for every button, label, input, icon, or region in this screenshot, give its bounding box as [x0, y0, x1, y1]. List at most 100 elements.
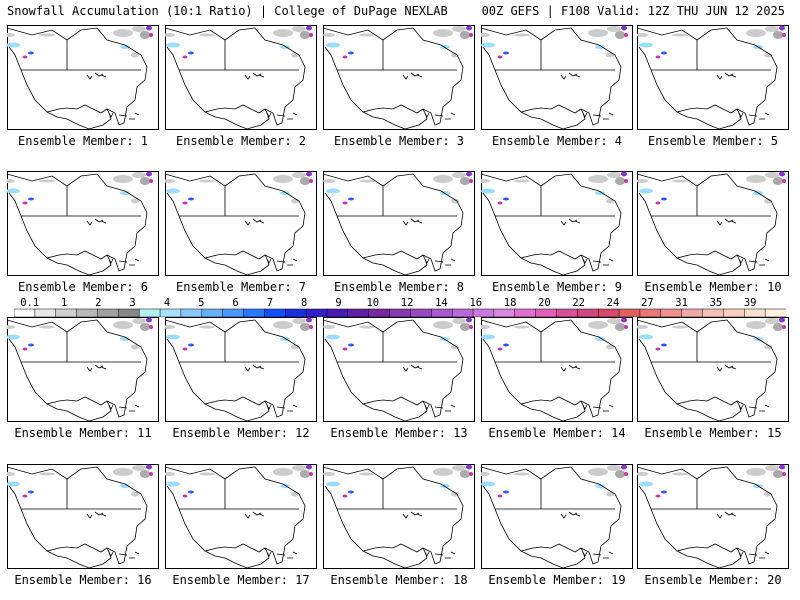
member-label: Ensemble Member: 17 [172, 573, 310, 587]
map-outline [244, 511, 265, 519]
snow-shading [120, 484, 130, 488]
map-outline [495, 479, 615, 510]
snow-shading [7, 472, 15, 476]
snow-shading [639, 481, 653, 487]
legend-color-swatch [326, 308, 349, 317]
legend-color-swatch [597, 308, 620, 317]
legend-tick-label: 6 [232, 297, 239, 309]
snow-shading [28, 343, 34, 347]
member-label: Ensemble Member: 7 [175, 280, 307, 294]
ensemble-member-panel: Ensemble Member: 1 [7, 25, 159, 149]
ensemble-member-panel: Ensemble Member: 5 [637, 25, 789, 149]
snowfall-map [7, 317, 159, 422]
snow-shading [306, 317, 312, 323]
map-outline [422, 254, 430, 264]
map-outline [118, 112, 140, 120]
map-outline [165, 319, 306, 418]
map-outline [323, 173, 464, 272]
snow-shading [300, 323, 310, 331]
map-outline [179, 186, 299, 217]
map-outline [276, 551, 298, 559]
snow-shading [140, 470, 150, 478]
snow-shading [655, 347, 661, 351]
map-outline [402, 511, 423, 519]
snow-shading [773, 177, 783, 185]
snow-shading [306, 25, 312, 31]
map-outline [580, 254, 588, 264]
snow-shading [165, 179, 175, 183]
legend-color-swatch [723, 308, 745, 317]
legend-color-swatch [222, 308, 245, 317]
snow-shading [672, 179, 688, 183]
snow-shading [746, 468, 766, 476]
snow-shading [588, 29, 608, 37]
snow-shading [595, 191, 605, 195]
snow-shading [188, 197, 194, 201]
snow-shading [764, 198, 772, 204]
snow-shading [637, 179, 648, 183]
map-outline [21, 332, 141, 363]
map-outline [481, 27, 622, 126]
snow-shading [323, 33, 335, 37]
snow-shading [637, 472, 648, 476]
ensemble-member-panel: Ensemble Member: 6 [7, 171, 159, 295]
snow-shading [359, 472, 375, 476]
snowfall-map [323, 317, 475, 422]
snow-shading [291, 198, 299, 204]
snowfall-map [637, 317, 789, 422]
map-outline [422, 400, 430, 410]
snowfall-map [7, 171, 159, 276]
snow-shading [291, 52, 299, 58]
snow-shading [309, 33, 313, 37]
snow-shading [481, 472, 490, 476]
map-frame [481, 171, 633, 276]
snow-shading [182, 201, 188, 205]
member-label: Ensemble Member: 1 [17, 134, 149, 148]
map-frame [323, 317, 475, 422]
snow-shading [309, 325, 313, 329]
map-outline [495, 186, 615, 217]
legend-color-swatch [347, 308, 370, 317]
snow-shading [615, 323, 625, 331]
snow-shading [639, 188, 653, 194]
map-outline [46, 111, 112, 130]
snow-shading [273, 29, 293, 37]
map-frame [481, 25, 633, 130]
map-outline [495, 40, 615, 71]
legend-tick-label: 16 [469, 297, 483, 309]
member-label: Ensemble Member: 19 [488, 573, 626, 587]
snow-shading [28, 197, 34, 201]
snow-shading [7, 33, 15, 37]
legend-color-swatch [243, 308, 265, 317]
snow-shading [28, 490, 34, 494]
ensemble-member-panel: Ensemble Member: 11 [7, 317, 159, 441]
map-outline [560, 364, 581, 372]
legend-tick-label: 12 [400, 297, 414, 309]
snow-shading [451, 52, 459, 58]
map-frame [7, 317, 159, 422]
member-label: Ensemble Member: 10 [644, 280, 782, 294]
snow-shading [514, 472, 530, 476]
map-outline [560, 72, 581, 80]
map-frame [323, 464, 475, 569]
snow-shading [342, 201, 348, 205]
snow-shading [309, 472, 313, 476]
map-outline [748, 551, 770, 559]
map-outline [592, 404, 614, 412]
map-outline [106, 400, 114, 410]
snow-shading [606, 491, 614, 497]
legend-color-swatch [264, 308, 286, 317]
snow-shading [503, 343, 509, 347]
map-outline [481, 173, 622, 272]
map-frame [7, 25, 159, 130]
snow-shading [637, 325, 648, 329]
snowfall-map [637, 464, 789, 569]
snow-shading [607, 26, 621, 32]
map-outline [434, 112, 456, 120]
snow-shading [131, 491, 139, 497]
snow-shading [765, 172, 779, 178]
legend-color-swatch [577, 308, 599, 317]
snow-shading [481, 334, 495, 340]
snow-shading [779, 317, 785, 323]
snow-shading [182, 494, 188, 498]
